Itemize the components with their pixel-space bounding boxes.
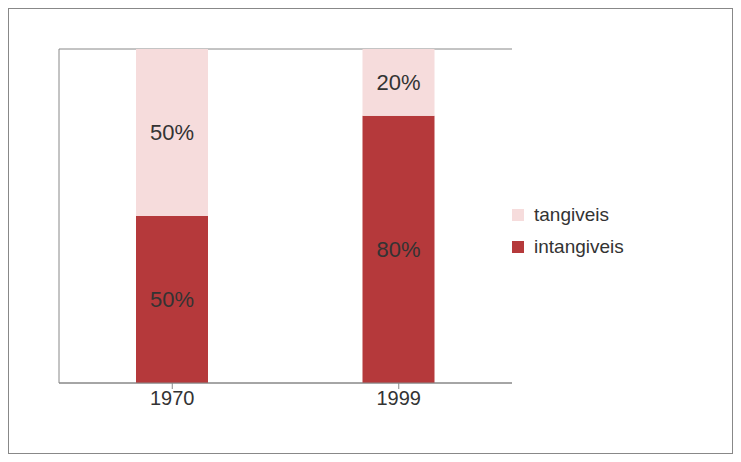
svg-text:1999: 1999 <box>377 387 422 409</box>
html-text:tangiveis: tangiveis <box>534 204 609 225</box>
svg-text:1970: 1970 <box>150 387 195 409</box>
html-text:intangiveis: intangiveis <box>534 236 624 257</box>
svg-text:80%: 80% <box>376 237 420 262</box>
svg-text:50%: 50% <box>150 287 194 312</box>
svg-text:50%: 50% <box>150 120 194 145</box>
svg-text:20%: 20% <box>376 70 420 95</box>
